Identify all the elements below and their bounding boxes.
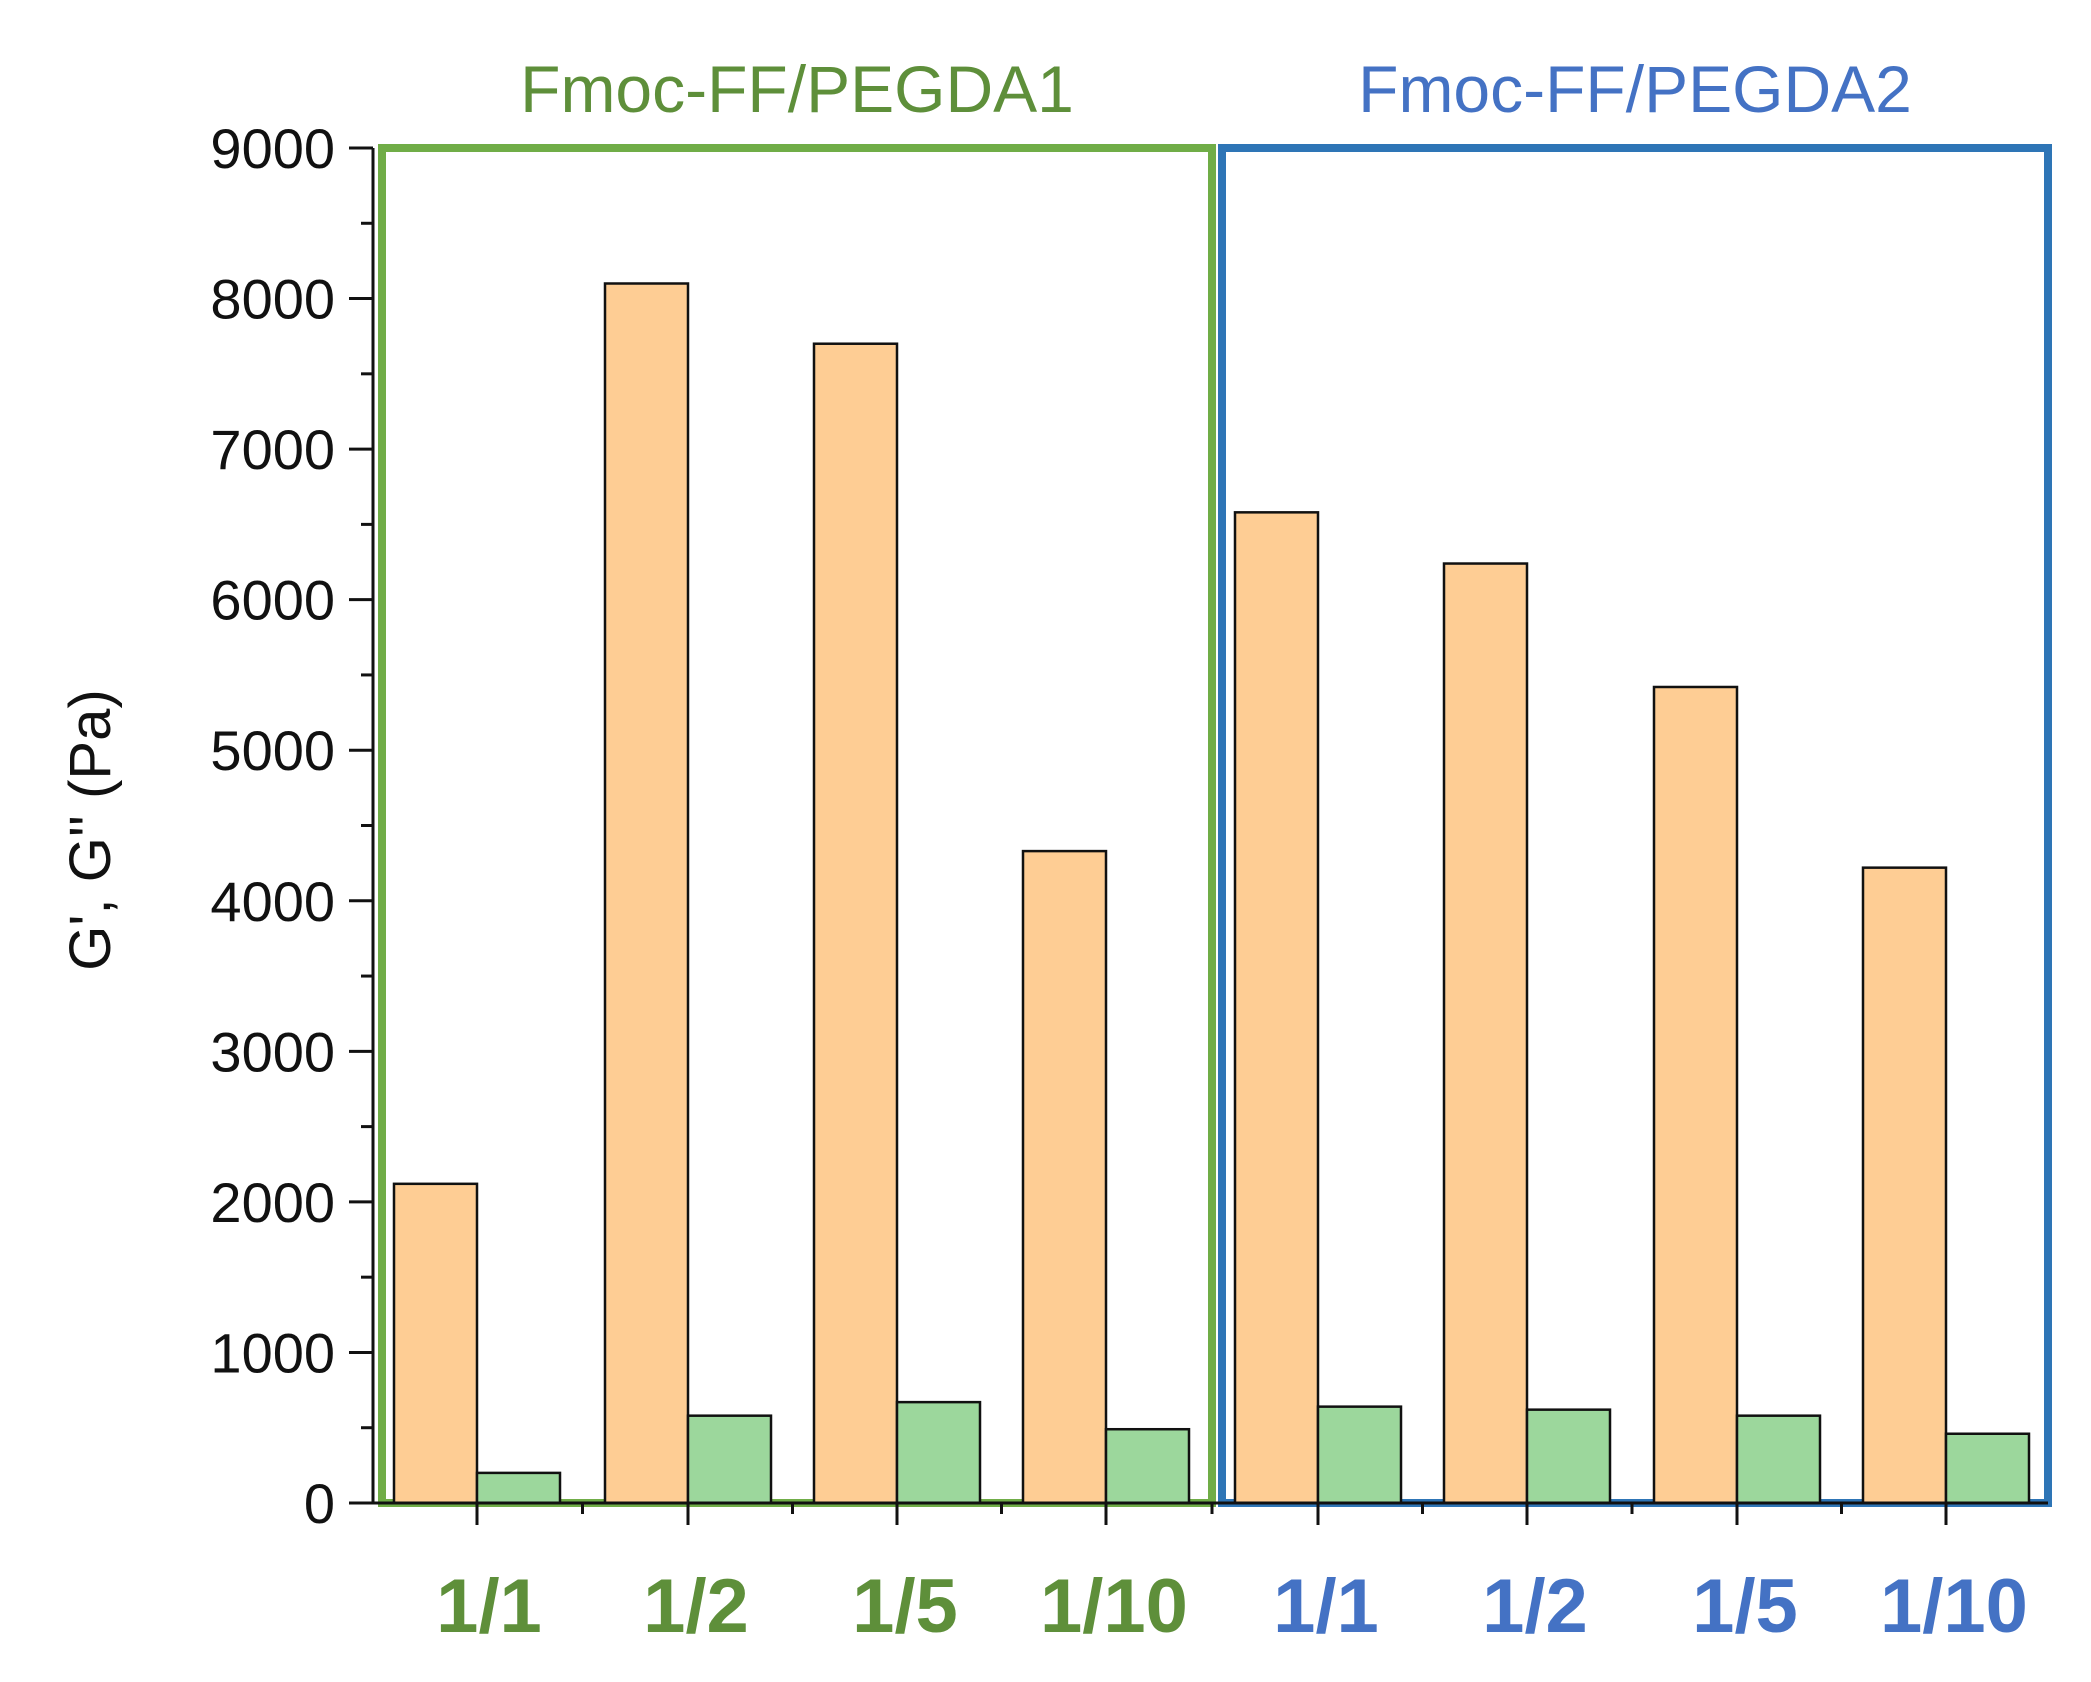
bar-g2-1-2-s1 [1442, 562, 1529, 1505]
y-axis-label: G', G'' (Pa) [58, 689, 123, 970]
y-tick-label: 3000 [210, 1020, 335, 1083]
x-tick-label: 1/2 [1482, 1564, 1588, 1649]
bar-g2-1-2-s2 [1525, 1408, 1612, 1505]
bar-g1-1-2-s1 [603, 282, 690, 1505]
x-tick-label: 1/1 [1273, 1564, 1379, 1649]
x-tick-label: 1/10 [1040, 1564, 1188, 1649]
bar-g1-1-1-s1 [392, 1182, 479, 1505]
x-tick-label: 1/10 [1880, 1564, 2028, 1649]
bar-g1-1-10-s2 [1104, 1427, 1191, 1505]
x-tick-label: 1/1 [436, 1564, 542, 1649]
y-tick-label: 4000 [210, 870, 335, 933]
bar-g1-1-1-s2 [475, 1471, 562, 1505]
bar-g1-1-2-s2 [686, 1414, 773, 1505]
bar-g1-1-5-s2 [895, 1400, 982, 1505]
y-tick-label: 9000 [210, 117, 335, 180]
group-title-1: Fmoc-FF/PEGDA1 [520, 52, 1074, 126]
bar-g2-1-5-s1 [1652, 685, 1739, 1505]
x-tick-label: 1/5 [852, 1564, 958, 1649]
bar-g1-1-5-s1 [812, 342, 899, 1505]
y-tick-label: 2000 [210, 1171, 335, 1234]
y-tick-label: 7000 [210, 418, 335, 481]
group-title-2: Fmoc-FF/PEGDA2 [1358, 52, 1912, 126]
x-tick-label: 1/2 [643, 1564, 749, 1649]
bar-g2-1-10-s1 [1861, 866, 1948, 1505]
y-tick-label: 6000 [210, 569, 335, 632]
y-tick-label: 0 [304, 1472, 335, 1535]
bar-g2-1-5-s2 [1735, 1414, 1822, 1505]
bar-g2-1-10-s2 [1944, 1432, 2031, 1505]
y-tick-label: 8000 [210, 268, 335, 331]
bar-g2-1-1-s1 [1233, 511, 1320, 1505]
bar-g1-1-10-s1 [1021, 849, 1108, 1505]
y-tick-label: 1000 [210, 1321, 335, 1384]
bar-g2-1-1-s2 [1316, 1405, 1403, 1505]
x-tick-label: 1/5 [1692, 1564, 1798, 1649]
y-tick-label: 5000 [210, 719, 335, 782]
